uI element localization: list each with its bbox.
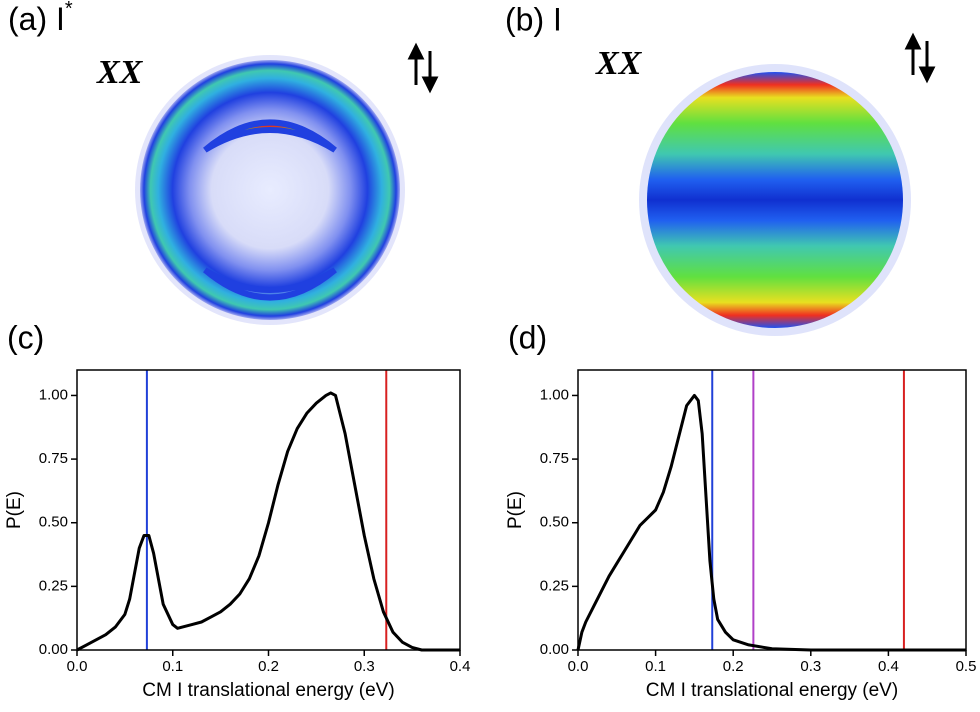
x-tick-label: 0.3 — [354, 658, 375, 675]
x-tick-label: 0.1 — [645, 658, 666, 675]
polarization-arrows — [407, 32, 936, 94]
y-tick-label: 0.25 — [540, 577, 569, 594]
plot-frame — [76, 369, 461, 651]
inner-ring — [203, 267, 337, 301]
y-tick-label: 0.00 — [540, 641, 569, 658]
curve — [76, 391, 460, 652]
curve — [576, 393, 966, 652]
panel-label: (d) — [508, 319, 547, 355]
image-a — [140, 60, 400, 320]
panel-label-text: (a) I — [8, 1, 65, 37]
y-axis-label: P(E) — [4, 491, 25, 529]
superscript: * — [65, 0, 73, 20]
x-tick-label: 0.2 — [723, 658, 744, 675]
y-axis-label: P(E) — [505, 491, 526, 529]
x-tick-label: 0.1 — [162, 658, 183, 675]
y-tick-label: 1.00 — [39, 386, 68, 403]
y-tick-label: 0.75 — [39, 450, 68, 467]
y-tick-label: 0.25 — [39, 577, 68, 594]
panel-label: (a) I* — [8, 0, 73, 37]
x-tick-label: 0.0 — [568, 658, 589, 675]
y-tick-label: 0.75 — [540, 450, 569, 467]
y-tick-label: 1.00 — [540, 386, 569, 403]
xx-label: XX — [595, 45, 643, 82]
plot-frame — [577, 369, 967, 651]
panel-label: (b) I — [505, 1, 562, 37]
x-tick-label: 0.4 — [450, 658, 471, 675]
y-tick-label: 0.50 — [39, 514, 68, 531]
x-tick-label: 0.3 — [800, 658, 821, 675]
x-tick-label: 0.4 — [878, 658, 899, 675]
x-axis-label: CM I translational energy (eV) — [646, 680, 898, 701]
xx-label: XX — [96, 54, 144, 91]
x-axis-label: CM I translational energy (eV) — [142, 680, 394, 701]
image-b — [647, 72, 903, 328]
inner-ring — [203, 119, 337, 153]
x-tick-label: 0.2 — [258, 658, 279, 675]
panel-label: (c) — [7, 319, 44, 355]
y-tick-label: 0.50 — [540, 514, 569, 531]
y-tick-label: 0.00 — [39, 641, 68, 658]
x-tick-label: 0.5 — [956, 658, 977, 675]
x-tick-label: 0.0 — [67, 658, 88, 675]
